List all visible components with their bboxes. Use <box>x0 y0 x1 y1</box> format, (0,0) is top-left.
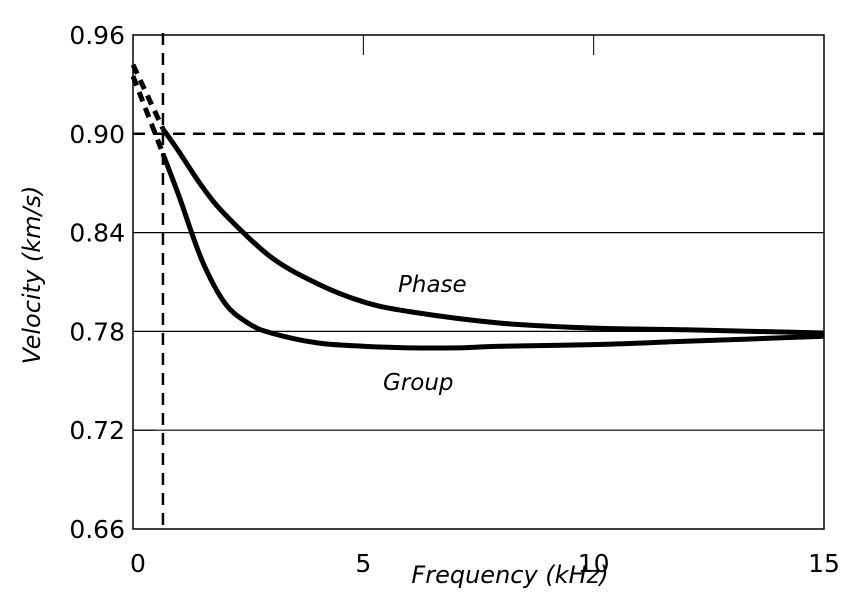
phase-label: Phase <box>398 272 467 298</box>
series-layer <box>130 63 825 351</box>
y-tick-label: 0.78 <box>69 317 125 346</box>
tick-labels: 0 5 10 15 0.96 0.90 0.84 0.78 0.72 0.66 <box>69 21 840 578</box>
series-extrapolation-group <box>130 75 166 155</box>
reference-lines <box>133 33 824 531</box>
x-tick-label: 10 <box>578 549 610 578</box>
y-tick-label: 0.96 <box>69 21 125 50</box>
group-label: Group <box>383 370 454 396</box>
x-tick-label: 0 <box>130 549 146 578</box>
y-tick-label: 0.90 <box>69 120 125 149</box>
series-line-phase <box>160 127 825 336</box>
series-extrapolation-phase <box>130 63 166 130</box>
y-tick-label: 0.84 <box>69 219 125 248</box>
y-axis-title: Velocity (km/s) <box>18 186 46 365</box>
x-axis-title: Frequency (kHz) <box>411 561 608 589</box>
x-tick-label: 15 <box>808 549 840 578</box>
plot-frame <box>132 34 825 530</box>
series-line-group <box>160 152 825 351</box>
y-tick-label: 0.72 <box>69 416 125 445</box>
y-tick-label: 0.66 <box>69 515 125 544</box>
x-tick-label: 5 <box>355 549 371 578</box>
